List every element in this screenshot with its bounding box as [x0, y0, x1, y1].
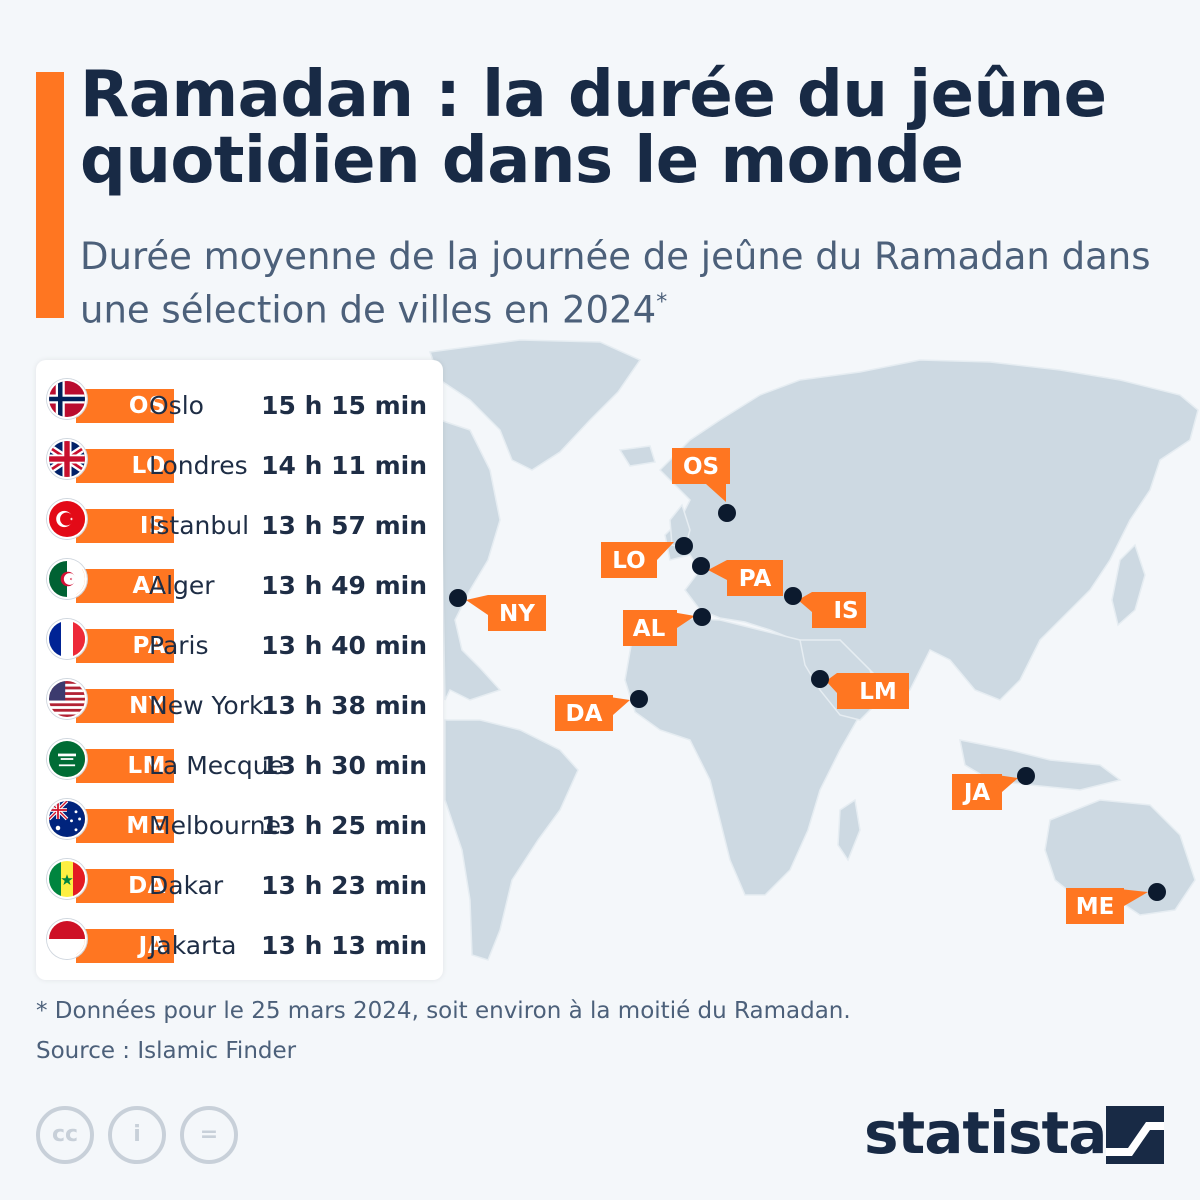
madagascar-shape — [837, 798, 861, 862]
table-row: OS Oslo 15 h 15 min — [36, 368, 443, 428]
row-city: Alger — [149, 571, 215, 600]
statista-logo-text[interactable]: statista — [864, 1099, 1107, 1167]
duration-table: OS Oslo 15 h 15 min LO Londres 14 h 11 m… — [36, 360, 443, 980]
saudi-flag-icon — [47, 739, 87, 779]
row-code-label: OS — [76, 389, 174, 423]
norway-flag-icon — [47, 379, 87, 419]
row-duration: 13 h 30 min — [261, 751, 427, 780]
row-city: Istanbul — [149, 511, 250, 540]
row-duration: 13 h 13 min — [261, 931, 427, 960]
page-subtitle: Durée moyenne de la journée de jeûne du … — [80, 234, 1180, 333]
marker-lm-label: LM — [859, 679, 897, 705]
marker-me[interactable]: ME — [1066, 883, 1166, 924]
page-title: Ramadan : la durée du jeûne quotidien da… — [80, 58, 1107, 198]
marker-pa-label: PA — [739, 566, 772, 592]
turkey-flag-icon — [47, 499, 87, 539]
attribution-icon[interactable]: i — [108, 1106, 166, 1164]
iceland-shape — [618, 445, 656, 467]
eurasia-shape — [658, 359, 1199, 702]
row-city: Dakar — [149, 871, 224, 900]
title-accent-bar — [36, 72, 64, 318]
greenland-shape — [428, 339, 642, 471]
table-row: LO Londres 14 h 11 min — [36, 428, 443, 488]
row-code-label: JA — [76, 929, 174, 963]
map-landmass — [428, 339, 1199, 961]
row-code-label: IS — [76, 509, 174, 543]
africa-shape — [624, 617, 861, 896]
marker-ja[interactable]: JA — [952, 767, 1035, 810]
license-icons: cc i = — [36, 1106, 246, 1164]
table-row: NY New York 13 h 38 min — [36, 668, 443, 728]
row-duration: 13 h 57 min — [261, 511, 427, 540]
row-code-label: PA — [76, 629, 174, 663]
table-row: PA Paris 13 h 40 min — [36, 608, 443, 668]
table-row: LM La Mecque 13 h 30 min — [36, 728, 443, 788]
row-code-label: ME — [76, 809, 174, 843]
row-code-label: DA — [76, 869, 174, 903]
table-row: AL Alger 13 h 49 min — [36, 548, 443, 608]
marker-lo-label: LO — [612, 548, 645, 574]
row-code-label: AL — [76, 569, 174, 603]
marker-ny-label: NY — [499, 601, 535, 627]
senegal-flag-icon — [47, 859, 87, 899]
row-code-label: LM — [76, 749, 174, 783]
footnote: * Données pour le 25 mars 2024, soit env… — [36, 998, 851, 1024]
subtitle-footnote-mark: * — [656, 290, 668, 315]
japan-shape — [1111, 543, 1146, 627]
marker-me-label: ME — [1076, 894, 1115, 920]
row-city: Jakarta — [149, 931, 237, 960]
row-duration: 13 h 40 min — [261, 631, 427, 660]
row-duration: 13 h 23 min — [261, 871, 427, 900]
row-code-label: LO — [76, 449, 174, 483]
marker-os-label: OS — [683, 454, 719, 480]
no-derivatives-icon[interactable]: = — [180, 1106, 238, 1164]
france-flag-icon — [47, 619, 87, 659]
marker-al-label: AL — [633, 616, 666, 642]
marker-is-label: IS — [833, 598, 858, 624]
marker-lo[interactable]: LO — [601, 537, 693, 578]
statista-logo-icon — [1106, 1106, 1164, 1164]
marker-lm[interactable]: LM — [811, 670, 909, 709]
row-duration: 13 h 25 min — [261, 811, 427, 840]
south-america-shape — [444, 719, 579, 961]
world-map: OS LO PA IS NY — [428, 339, 1199, 961]
row-duration: 14 h 11 min — [261, 451, 427, 480]
australia-flag-icon — [47, 799, 87, 839]
source-link[interactable]: Source : Islamic Finder — [36, 1038, 297, 1064]
row-duration: 15 h 15 min — [261, 391, 427, 420]
marker-da-label: DA — [566, 701, 603, 727]
marker-al[interactable]: AL — [623, 608, 711, 646]
marker-pa[interactable]: PA — [692, 557, 783, 596]
subtitle-text: Durée moyenne de la journée de jeûne du … — [80, 235, 1151, 332]
row-code-label: NY — [76, 689, 174, 723]
north-america-shape — [439, 418, 502, 701]
marker-ja-label: JA — [962, 780, 991, 806]
cc-icon[interactable]: cc — [36, 1106, 94, 1164]
table-row: DA Dakar 13 h 23 min — [36, 848, 443, 908]
table-row: ME Melbourne 13 h 25 min — [36, 788, 443, 848]
row-duration: 13 h 49 min — [261, 571, 427, 600]
map-markers: OS LO PA IS NY — [449, 448, 1166, 924]
row-duration: 13 h 38 min — [261, 691, 427, 720]
row-city: Paris — [149, 631, 209, 660]
algeria-flag-icon — [47, 559, 87, 599]
row-city: Melbourne — [149, 811, 281, 840]
table-row: JA Jakarta 13 h 13 min — [36, 908, 443, 968]
marker-is[interactable]: IS — [784, 587, 866, 628]
uk-flag-icon — [47, 439, 87, 479]
marker-da[interactable]: DA — [555, 690, 648, 731]
row-city: La Mecque — [149, 751, 284, 780]
marker-ny[interactable]: NY — [449, 589, 546, 631]
row-city: Londres — [149, 451, 248, 480]
row-city: Oslo — [149, 391, 204, 420]
indonesia-flag-icon — [47, 919, 87, 959]
usa-flag-icon — [47, 679, 87, 719]
row-city: New York — [149, 691, 264, 720]
marker-os[interactable]: OS — [672, 448, 736, 522]
table-row: IS Istanbul 13 h 57 min — [36, 488, 443, 548]
